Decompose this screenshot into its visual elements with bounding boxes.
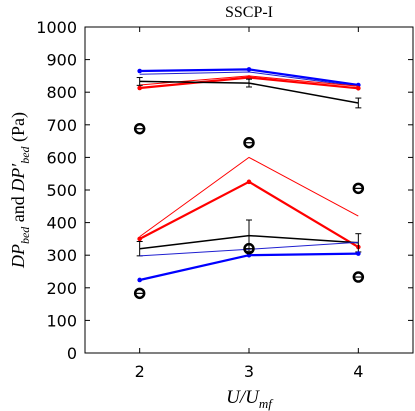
series-4 [136,77,362,109]
y-axis-label-sub2: bed [18,145,32,163]
y-tick-label: 200 [46,279,77,298]
x-axis-label-main: U/U [226,387,260,408]
y-tick-label: 400 [46,214,77,233]
x-tick-label: 3 [244,362,254,381]
y-tick-label: 1000 [36,18,77,37]
y-tick-label: 600 [46,148,77,167]
y-tick-label: 900 [46,51,77,70]
x-tick-label: 2 [135,362,145,381]
y-tick-label: 0 [67,344,77,363]
series-line [139,71,359,87]
data-point [137,236,142,242]
data-point [356,85,361,91]
series-1 [139,71,359,87]
data-point [137,68,142,74]
series-line [139,156,359,238]
data-point [246,67,252,72]
x-axis-ticks: 2 3 4 [135,27,363,381]
series-line [139,241,359,257]
series-5 [139,156,359,238]
y-tick-label: 700 [46,116,77,135]
y-tick-label: 300 [46,246,77,265]
series-line [139,252,359,282]
x-axis-label: U/Umf [226,387,274,411]
y-axis-ticks: 0 100 200 300 400 500 600 700 800 900 1000 [36,18,413,363]
data-point [246,179,252,185]
series-0 [137,67,361,88]
series-9 [137,251,361,283]
series-layer [133,67,365,300]
series-8 [139,241,359,257]
series-7 [136,219,362,257]
series-10 [133,122,365,300]
y-tick-label: 500 [46,181,77,200]
x-tick-label: 4 [353,362,363,381]
data-point [137,85,142,91]
y-axis-label-sub: bed [18,226,32,244]
y-axis-label-main2: DP′ [8,163,28,193]
y-axis-label-unit: (Pa) [8,112,29,147]
x-axis-label-sub: mf [259,396,274,411]
data-point [137,277,142,283]
y-axis-label-mid: and [8,192,28,227]
chart-title: SSCP-I [225,4,273,21]
y-axis-label: DPbed and DP′bed (Pa) [8,112,32,269]
data-point [356,251,361,256]
y-tick-label: 100 [46,311,77,330]
y-axis-label-main: DP [8,244,28,269]
y-tick-label: 800 [46,83,77,102]
